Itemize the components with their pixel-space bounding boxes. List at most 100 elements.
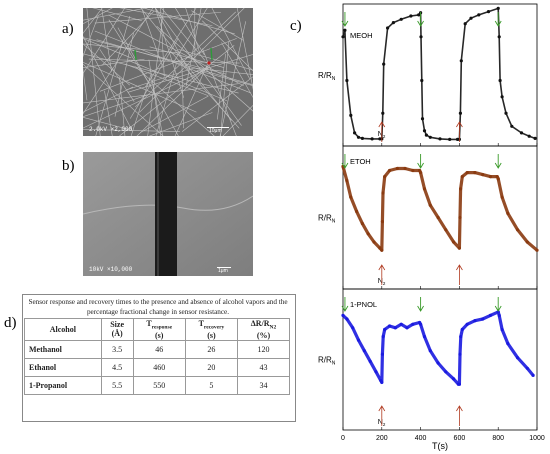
fiber — [108, 14, 244, 86]
data-point — [497, 313, 501, 317]
data-point — [378, 137, 382, 141]
data-point — [527, 134, 531, 138]
data-point — [428, 349, 432, 353]
series-line — [342, 7, 536, 141]
fiber — [196, 69, 253, 86]
cell-t-response: 460 — [132, 357, 186, 377]
x-tick-label: 400 — [415, 435, 427, 442]
fiber — [191, 10, 244, 41]
data-point — [419, 171, 423, 175]
data-point — [360, 136, 364, 140]
gas-on-arrow — [417, 12, 424, 27]
fiber — [178, 49, 253, 71]
fiber — [160, 8, 165, 77]
fiber — [83, 67, 209, 129]
data-point — [465, 322, 469, 326]
fiber — [88, 58, 240, 64]
gas-on-arrow — [494, 297, 502, 312]
fiber — [83, 63, 164, 136]
sem-image-a: 2.0kV ×2,000 10μm — [83, 8, 253, 136]
panel-label-a: a) — [62, 21, 74, 37]
fiber — [94, 30, 251, 94]
data-point — [458, 215, 462, 220]
data-point — [380, 137, 384, 141]
sensor-response-table: Alcohol Size (Å) Tresponse (s) Trecovery (s… — [24, 318, 290, 395]
data-point — [457, 137, 461, 141]
gas-on-arrow — [341, 154, 349, 169]
data-point — [459, 187, 463, 191]
y-axis-label: R/RN — [318, 71, 336, 82]
data-point — [455, 137, 460, 141]
sem-a-scale-text: 10μm — [209, 128, 222, 134]
fiber — [83, 35, 133, 132]
fiber — [181, 57, 184, 129]
fiber — [108, 19, 152, 87]
gas-on-arrow — [341, 297, 349, 312]
data-point — [381, 191, 385, 195]
fiber — [155, 8, 242, 126]
data-point — [458, 111, 462, 115]
sem-a-scalebar — [207, 127, 229, 128]
fiber — [142, 8, 235, 35]
data-point — [436, 215, 440, 220]
data-point — [444, 228, 448, 232]
cell-size: 3.5 — [100, 339, 134, 359]
data-point — [391, 21, 395, 25]
data-point — [381, 111, 385, 115]
y-axis-label: R/RN — [318, 356, 336, 367]
data-point — [422, 335, 427, 339]
data-point — [417, 13, 421, 17]
data-point — [496, 310, 500, 314]
fiber — [128, 60, 228, 102]
fiber — [221, 42, 253, 98]
data-point — [463, 22, 467, 26]
data-point — [519, 131, 524, 135]
data-point — [383, 327, 387, 332]
data-point — [383, 175, 387, 179]
data-point — [444, 370, 448, 374]
gas-off-arrow — [456, 264, 463, 285]
x-tick-label: 1000 — [529, 435, 545, 442]
sem-b-info: 10kV ×10,000 — [89, 266, 133, 273]
data-point — [531, 373, 535, 377]
data-point — [362, 349, 366, 353]
n2-label: N2 — [378, 419, 386, 427]
table-row: 1-Propanol 5.5 550 5 34 — [24, 375, 290, 395]
data-point — [399, 17, 403, 21]
fiber — [83, 116, 130, 130]
fiber — [99, 49, 135, 102]
series-label: ETOH — [350, 157, 371, 166]
gas-on-arrow — [417, 297, 424, 312]
data-point — [500, 327, 504, 332]
fiber — [140, 95, 209, 133]
data-point — [409, 14, 413, 18]
data-point — [353, 131, 357, 135]
data-point — [379, 379, 383, 383]
table-header-row: Alcohol Size (Å) Tresponse (s) Trecovery (s… — [24, 318, 290, 341]
data-point — [345, 179, 349, 183]
data-point — [424, 133, 428, 137]
single-fiber — [83, 152, 253, 276]
data-point — [533, 136, 537, 140]
fiber — [83, 43, 130, 86]
fiber — [156, 26, 253, 112]
gas-off-arrow — [378, 405, 386, 426]
fiber — [95, 16, 131, 136]
x-tick-label: 600 — [454, 435, 466, 442]
data-point — [341, 35, 345, 39]
fiber — [117, 27, 179, 136]
data-point — [393, 326, 397, 330]
data-point — [428, 203, 432, 207]
data-point — [452, 240, 456, 244]
fiber — [83, 61, 197, 113]
fiber — [202, 48, 237, 136]
data-point — [500, 195, 504, 199]
table-frame — [22, 294, 296, 422]
data-point — [403, 166, 407, 171]
cell-t-response: 550 — [132, 375, 186, 395]
data-point — [473, 171, 477, 175]
fiber — [144, 8, 197, 88]
fiber — [104, 90, 113, 136]
data-point — [448, 137, 452, 141]
fiber — [216, 53, 226, 120]
